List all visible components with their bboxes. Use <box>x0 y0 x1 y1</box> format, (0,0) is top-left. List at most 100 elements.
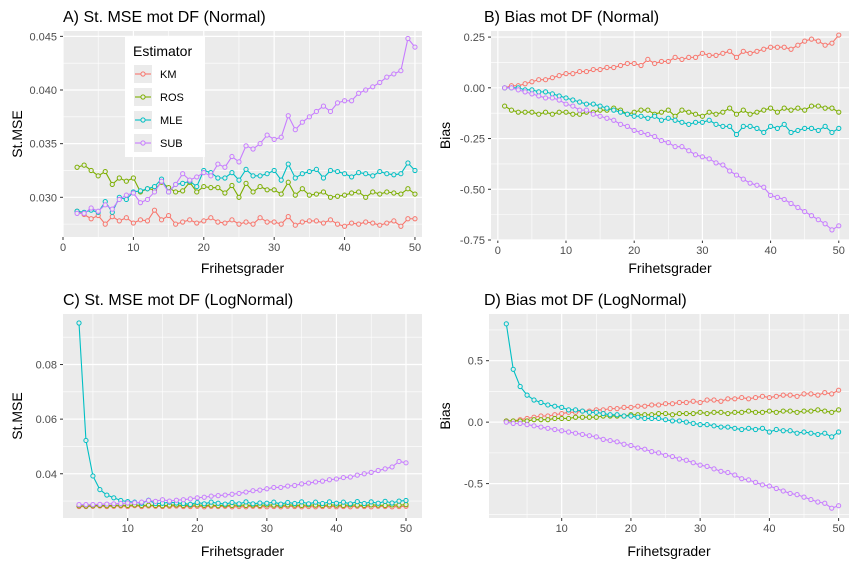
data-point-ROS <box>679 107 685 113</box>
y-axis-label: St.MSE <box>9 110 25 157</box>
data-point-ROS <box>638 107 644 113</box>
data-point-KM <box>102 221 108 227</box>
data-point-SUB <box>739 476 745 482</box>
data-point-ROS <box>733 111 740 117</box>
data-point-ROS <box>285 179 291 185</box>
data-point-SUB <box>593 434 599 440</box>
data-point-SUB <box>718 468 724 474</box>
data-point-SUB <box>808 213 815 219</box>
data-point-KM <box>194 220 200 226</box>
data-point-KM <box>577 68 583 75</box>
data-point-KM <box>529 79 535 85</box>
data-point-ROS <box>773 409 779 415</box>
data-point-KM <box>398 223 404 229</box>
data-point-KM <box>754 48 760 54</box>
series-SUB <box>503 419 842 511</box>
data-point-ROS <box>697 409 703 415</box>
data-point-MLE <box>313 166 320 173</box>
data-point-SUB <box>614 439 620 445</box>
data-point-ROS <box>250 189 256 195</box>
data-point-KM <box>264 219 270 225</box>
data-point-MLE <box>538 399 544 406</box>
data-point-SUB <box>658 137 665 144</box>
legend-title: Estimator <box>133 43 192 59</box>
data-point-MLE <box>662 417 669 423</box>
data-point-KM <box>563 71 569 77</box>
x-tick-label: 30 <box>694 523 706 535</box>
data-point-MLE <box>692 119 699 125</box>
data-point-KM <box>109 214 115 220</box>
panel-title: D) Bias mot DF (LogNormal) <box>484 292 687 309</box>
data-point-SUB <box>502 85 508 91</box>
data-point-MLE <box>187 501 193 507</box>
data-point-ROS <box>665 107 671 113</box>
data-point-KM <box>752 394 759 401</box>
data-point-MLE <box>412 167 418 174</box>
data-point-KM <box>570 71 576 77</box>
data-point-MLE <box>725 424 731 430</box>
data-point-KM <box>836 387 842 393</box>
data-point-SUB <box>672 144 678 150</box>
data-point-MLE <box>180 180 186 186</box>
data-point-ROS <box>194 189 200 195</box>
data-point-KM <box>774 44 781 50</box>
data-point-MLE <box>836 429 842 435</box>
data-point-SUB <box>624 123 630 129</box>
panel-D: 10 20 30 40 50 -0.5 0.0 0.5 D) Bias mot DF (LogN… <box>437 292 849 559</box>
data-point-KM <box>215 219 221 225</box>
data-point-ROS <box>292 192 298 198</box>
data-point-MLE <box>739 426 745 433</box>
data-point-SUB <box>697 462 703 468</box>
data-point-ROS <box>658 109 665 115</box>
data-point-MLE <box>759 425 766 431</box>
data-point-ROS <box>74 164 80 170</box>
data-point-MLE <box>600 410 606 417</box>
data-point-KM <box>686 54 692 60</box>
data-point-KM <box>137 217 144 223</box>
data-point-ROS <box>713 111 719 117</box>
data-point-SUB <box>305 480 312 486</box>
data-point-SUB <box>222 492 228 498</box>
data-point-MLE <box>405 160 411 166</box>
data-point-MLE <box>583 101 590 107</box>
data-point-KM <box>377 222 383 228</box>
x-tick-label: 50 <box>400 523 412 535</box>
data-point-ROS <box>676 410 682 417</box>
panel-title: C) St. MSE mot DF (LogNormal) <box>63 292 293 309</box>
data-point-MLE <box>137 188 144 194</box>
data-point-SUB <box>76 502 82 508</box>
data-point-SUB <box>635 445 641 451</box>
data-point-SUB <box>377 79 383 86</box>
data-point-SUB <box>690 460 696 466</box>
data-point-MLE <box>257 500 263 506</box>
data-point-SUB <box>773 485 779 492</box>
data-point-MLE <box>788 129 794 136</box>
data-point-ROS <box>795 105 801 111</box>
data-point-KM <box>243 219 249 225</box>
series-SUB <box>74 35 418 216</box>
data-point-MLE <box>614 412 620 418</box>
data-point-KM <box>635 403 641 409</box>
x-tick-label: 40 <box>763 523 775 535</box>
data-point-MLE <box>559 404 565 410</box>
data-point-MLE <box>510 366 516 372</box>
data-point-MLE <box>503 321 509 327</box>
data-point-SUB <box>208 173 214 179</box>
data-point-MLE <box>766 429 772 435</box>
data-point-MLE <box>236 501 242 507</box>
data-point-KM <box>733 54 740 60</box>
data-point-SUB <box>139 499 145 505</box>
data-point-MLE <box>604 105 610 111</box>
data-point-KM <box>690 398 696 404</box>
data-point-ROS <box>556 109 562 115</box>
y-axis-label: Bias <box>437 122 453 149</box>
y-tick-label: 0.08 <box>36 360 57 372</box>
data-point-KM <box>788 46 794 52</box>
data-point-KM <box>692 54 699 60</box>
data-point-MLE <box>690 420 696 426</box>
data-point-SUB <box>510 420 516 426</box>
series-MLE <box>503 321 842 440</box>
panel-C: 10 20 30 40 50 0.04 0.06 0.08 C) St. MSE mot DF … <box>9 292 422 559</box>
data-point-ROS <box>662 410 669 417</box>
data-point-SUB <box>361 471 367 477</box>
